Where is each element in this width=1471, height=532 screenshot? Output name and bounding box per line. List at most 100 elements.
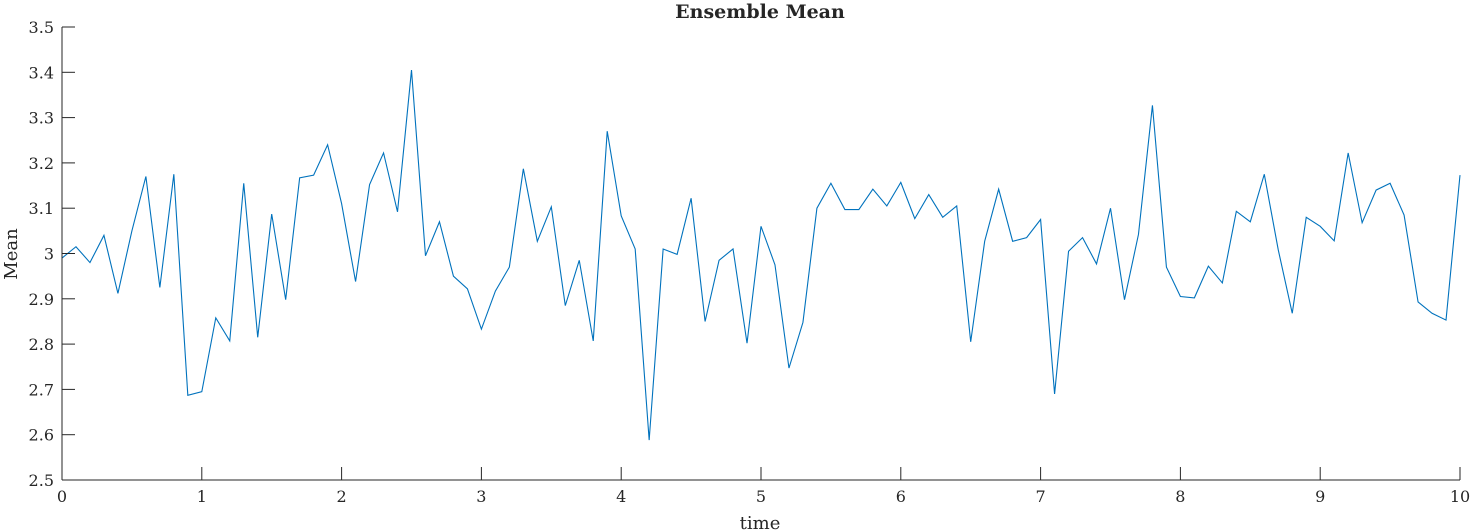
data-point [703,319,707,323]
data-point [801,320,805,324]
data-point [186,393,190,397]
data-point [521,167,525,171]
data-point [745,341,749,345]
y-tick-label: 2.7 [29,380,54,399]
data-point [1374,188,1378,192]
data-point [829,181,833,185]
data-point [885,204,889,208]
data-point [1178,295,1182,299]
y-tick-label: 3.3 [29,109,54,128]
data-point [1095,262,1099,266]
chart-title: Ensemble Mean [675,1,845,23]
data-point [717,258,721,262]
data-point [368,183,372,187]
data-point [396,210,400,214]
data-point [172,172,176,176]
data-point [1220,281,1224,285]
data-point [130,229,134,233]
data-point [493,289,497,293]
data-point [74,245,78,249]
data-point [437,220,441,224]
data-point [913,217,917,221]
data-point [465,287,469,291]
data-point [815,206,819,210]
data-point [871,187,875,191]
data-point [1025,236,1029,240]
data-point [773,263,777,267]
data-point [549,205,553,209]
data-point [312,173,316,177]
y-tick-label: 2.5 [29,471,54,490]
data-point [214,316,218,320]
data-point [284,298,288,302]
data-point [1067,249,1071,253]
data-point [410,68,414,72]
y-axis: 2.5 2.6 2.7 2.8 2.9 3 3.1 3.2 3.3 3.4 3.5 [29,18,75,490]
data-point [661,247,665,251]
data-point [563,304,567,308]
data-point [1039,218,1043,222]
data-point [619,214,623,218]
data-point [256,335,260,339]
x-tick-label: 0 [57,487,67,506]
data-point [1430,311,1434,315]
data-point [507,265,511,269]
x-tick-label: 4 [616,487,626,506]
data-point [1416,300,1420,304]
data-point [759,224,763,228]
data-point [270,212,274,216]
data-point [731,247,735,251]
data-point [1458,173,1462,177]
data-point [1318,224,1322,228]
data-point [1402,213,1406,217]
data-point [1081,236,1085,240]
y-axis-label: Mean [1,228,22,280]
data-point [1262,172,1266,176]
data-point [200,390,204,394]
data-point [941,215,945,219]
data-point [857,208,861,212]
y-tick-label: 3.1 [29,199,54,218]
data-point [423,254,427,258]
data-point [382,151,386,155]
data-point [1290,311,1294,315]
data-point [158,285,162,289]
data-point [1332,239,1336,243]
data-point [144,174,148,178]
data-point [298,176,302,180]
data-point [1011,239,1015,243]
data-point [955,204,959,208]
data-point [1150,103,1154,107]
data-point [927,193,931,197]
data-point [1276,248,1280,252]
data-point [354,280,358,284]
data-point [983,239,987,243]
data-point [242,181,246,185]
data-point [997,187,1001,191]
data-point [1122,298,1126,302]
x-axis: 0 1 2 3 4 5 6 7 8 9 10 [57,467,1470,506]
x-tick-label: 1 [197,487,207,506]
data-point [633,247,637,251]
y-tick-label: 2.8 [29,335,54,354]
x-tick-label: 5 [756,487,766,506]
data-point [591,339,595,343]
data-point [675,252,679,256]
y-tick-label: 3 [44,245,54,264]
x-tick-label: 10 [1450,487,1470,506]
data-point [1346,151,1350,155]
data-point [1136,232,1140,236]
x-tick-label: 8 [1175,487,1185,506]
y-tick-label: 3.2 [29,154,54,173]
data-point [535,239,539,243]
x-tick-label: 2 [337,487,347,506]
data-point [1444,318,1448,322]
data-point [479,327,483,331]
y-tick-label: 3.5 [29,18,54,37]
y-tick-label: 2.6 [29,426,54,445]
y-tick-label: 3.4 [29,63,54,82]
data-point [577,258,581,262]
data-point [1360,221,1364,225]
data-point [1053,392,1057,396]
